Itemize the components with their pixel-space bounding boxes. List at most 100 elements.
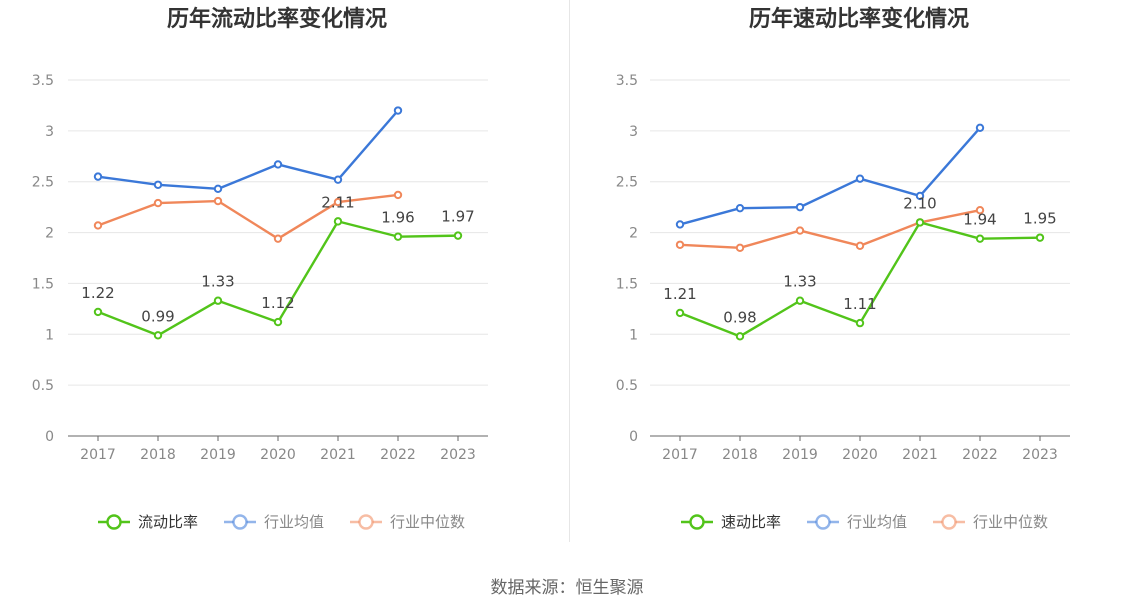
data-point <box>735 203 745 213</box>
legend-label: 行业均值 <box>264 513 324 531</box>
data-point <box>855 241 865 250</box>
data-point <box>273 160 283 169</box>
y-tick-label: 1.5 <box>616 276 638 292</box>
data-point <box>795 296 805 305</box>
data-label: 0.98 <box>723 308 756 326</box>
data-point <box>273 317 283 327</box>
y-tick-label: 2.5 <box>32 175 54 191</box>
data-label: 1.21 <box>663 285 696 303</box>
data-point <box>213 296 223 305</box>
data-label: 1.96 <box>381 209 414 227</box>
legend-marker <box>358 514 374 530</box>
y-tick-label: 0 <box>45 429 54 445</box>
legend-marker <box>232 514 248 530</box>
y-tick-label: 1 <box>629 327 638 343</box>
legend-label: 行业中位数 <box>973 513 1048 531</box>
data-point <box>333 197 343 207</box>
data-point <box>93 172 103 181</box>
y-tick-label: 0.5 <box>32 378 54 394</box>
data-point <box>975 205 985 215</box>
data-point <box>333 175 343 184</box>
legend-label: 流动比率 <box>138 513 198 531</box>
data-point <box>393 190 403 200</box>
x-tick-label: 2018 <box>140 447 176 463</box>
x-tick-label: 2022 <box>380 447 416 463</box>
chart-title: 历年速动比率变化情况 <box>749 6 969 32</box>
y-tick-label: 1 <box>45 327 54 343</box>
data-point <box>153 198 163 208</box>
data-point <box>393 106 403 115</box>
data-label: 1.33 <box>783 273 816 291</box>
data-label: 2.11 <box>321 193 354 211</box>
data-source-label: 数据来源：恒生聚源 <box>490 578 644 598</box>
data-point <box>915 191 925 201</box>
y-tick-label: 2.5 <box>616 175 638 191</box>
data-label: 1.94 <box>963 211 996 229</box>
series-line <box>97 109 399 191</box>
data-label: 1.12 <box>261 294 294 312</box>
y-tick-label: 3.5 <box>616 73 638 89</box>
x-tick-label: 2019 <box>782 447 818 463</box>
x-tick-label: 2022 <box>962 447 998 463</box>
data-label: 1.22 <box>81 284 114 302</box>
data-point <box>855 318 865 328</box>
y-tick-label: 0 <box>629 429 638 445</box>
data-point <box>915 218 925 227</box>
data-point <box>735 332 745 341</box>
data-label: 2.10 <box>903 194 936 212</box>
data-point <box>795 202 805 212</box>
y-tick-label: 3 <box>629 124 638 140</box>
data-point <box>273 234 283 243</box>
x-tick-label: 2023 <box>1022 447 1058 463</box>
chart-divider <box>569 0 570 542</box>
series-line <box>679 127 981 226</box>
y-tick-label: 2 <box>629 226 638 242</box>
data-point <box>93 221 103 230</box>
data-point <box>153 180 163 189</box>
y-tick-label: 1.5 <box>32 276 54 292</box>
data-point <box>855 174 865 183</box>
data-point <box>735 243 745 253</box>
x-tick-label: 2020 <box>260 447 296 463</box>
legend-label: 行业均值 <box>847 513 907 531</box>
x-tick-label: 2021 <box>902 447 938 463</box>
data-point <box>975 123 985 133</box>
data-point <box>333 217 343 226</box>
data-point <box>795 226 805 235</box>
y-tick-label: 0.5 <box>616 378 638 394</box>
data-label: 1.97 <box>441 208 474 226</box>
data-point <box>213 184 223 194</box>
data-point <box>675 240 685 249</box>
data-point <box>213 196 223 206</box>
legend-marker <box>106 514 122 530</box>
x-tick-label: 2018 <box>722 447 758 463</box>
legend-marker <box>689 514 705 530</box>
y-tick-label: 3 <box>45 124 54 140</box>
data-label: 1.11 <box>843 295 876 313</box>
legend-marker <box>941 514 957 530</box>
data-point <box>675 220 685 229</box>
y-tick-label: 3.5 <box>32 73 54 89</box>
data-point <box>675 308 685 318</box>
data-point <box>393 232 403 241</box>
data-point <box>975 234 985 243</box>
data-label: 1.33 <box>201 273 234 291</box>
x-tick-label: 2017 <box>80 447 116 463</box>
y-tick-label: 2 <box>45 226 54 242</box>
data-label: 0.99 <box>141 307 174 325</box>
x-tick-label: 2021 <box>320 447 356 463</box>
legend-marker <box>815 514 831 530</box>
legend-label: 行业中位数 <box>390 513 465 531</box>
series-line <box>97 193 399 240</box>
data-point <box>1035 233 1045 242</box>
x-tick-label: 2020 <box>842 447 878 463</box>
data-point <box>153 331 163 340</box>
x-tick-label: 2019 <box>200 447 236 463</box>
series-line <box>679 209 981 250</box>
data-label: 1.95 <box>1023 210 1056 228</box>
chart-title: 历年流动比率变化情况 <box>167 6 387 32</box>
x-tick-label: 2017 <box>662 447 698 463</box>
data-point <box>93 307 103 317</box>
